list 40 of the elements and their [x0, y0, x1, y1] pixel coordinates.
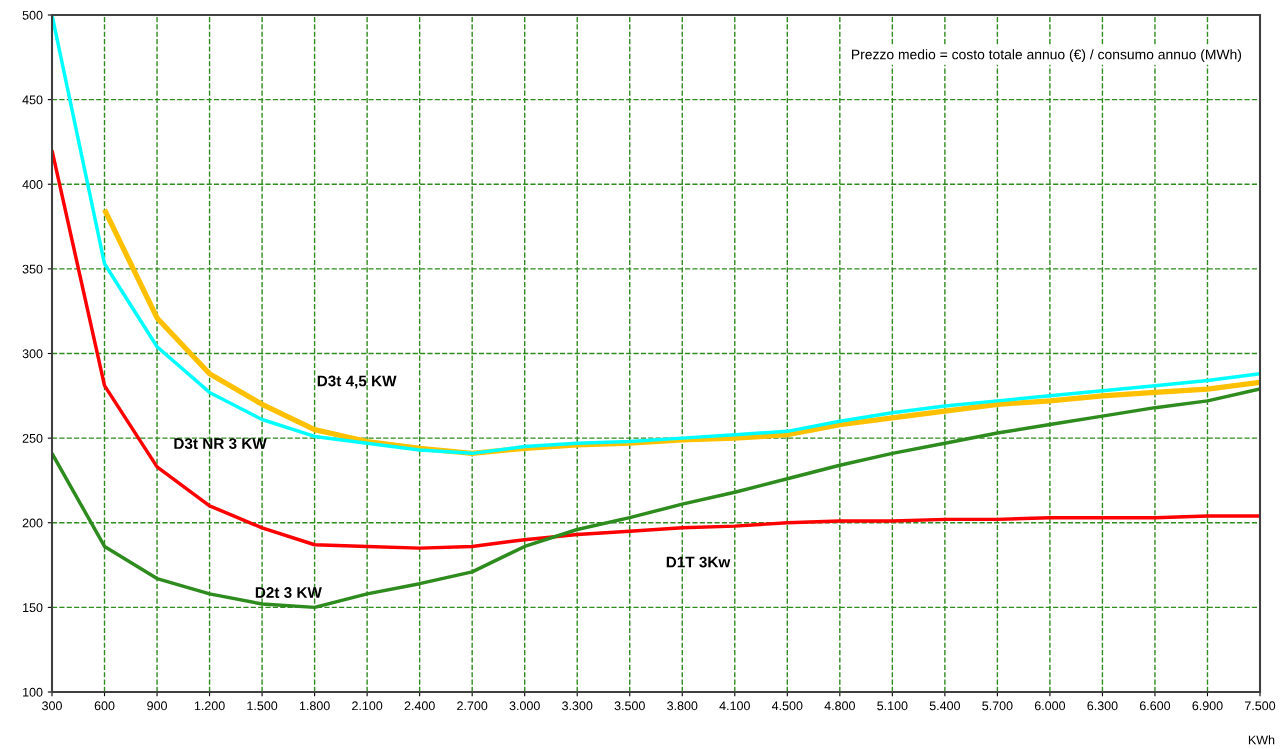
x-tick-label: 6.300: [1087, 701, 1118, 711]
series-label: D2t 3 KW: [255, 587, 322, 598]
y-tick-label: 100: [23, 687, 43, 697]
x-tick-label: 300: [42, 701, 62, 711]
y-tick-label: 150: [23, 603, 43, 613]
y-tick-label: 200: [22, 518, 43, 528]
x-tick-label: 5.100: [877, 701, 908, 711]
x-tick-label: 600: [94, 701, 115, 711]
annotation: Prezzo medio = costo totale annuo (€) / consumo annuo (MWh): [852, 49, 1242, 63]
y-tick-label: 250: [22, 433, 43, 443]
x-tick-label: 2.700: [457, 701, 488, 711]
y-tick-label: 400: [22, 180, 43, 189]
x-tick-label: 3.300: [562, 701, 593, 711]
x-tick-label: 1.200: [194, 701, 225, 711]
x-tick-label: 1.800: [299, 701, 330, 711]
line-series: [52, 148, 1260, 550]
x-tick-label: 2.400: [404, 701, 435, 711]
x-tick-label: 3.800: [667, 701, 698, 711]
series-label: D3t NR 3 KW: [174, 438, 267, 450]
x-tick-label: 5.700: [982, 701, 1013, 711]
x-tick-label: 6.600: [1139, 701, 1171, 711]
y-tick-label: 300: [22, 349, 43, 359]
series-label: D1T 3Kw: [666, 556, 731, 568]
x-tick-label: 6.000: [1034, 701, 1066, 711]
y-tick-label: 450: [22, 95, 43, 105]
x-tick-label: 6.900: [1192, 701, 1223, 711]
x-tick-label: 4.500: [771, 701, 803, 711]
x-tick-label: 7.500: [1245, 701, 1276, 711]
x-tick-label: 3.000: [509, 701, 540, 711]
y-tick-label: 350: [22, 264, 43, 274]
x-tick-label: 1.500: [247, 701, 278, 711]
y-tick-label: 500: [22, 10, 43, 20]
x-tick-label: 4.100: [719, 701, 750, 711]
x-tick-label: 5.400: [929, 701, 961, 711]
text: D3t 4,5 KW: [317, 375, 397, 389]
x-tick-label: 2.100: [352, 701, 383, 711]
x-axis-title: KWh: [1248, 735, 1275, 745]
x-tick-label: 3.500: [614, 701, 645, 711]
x-tick-label: 900: [147, 701, 167, 711]
x-tick-label: 4.800: [824, 701, 855, 711]
